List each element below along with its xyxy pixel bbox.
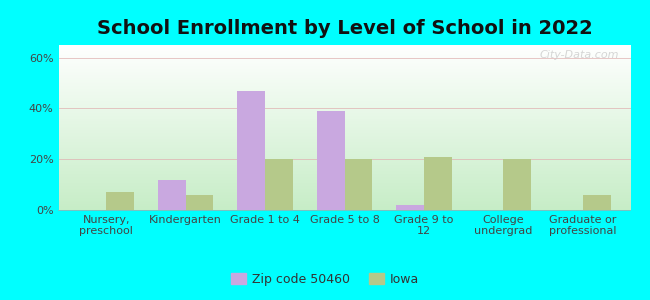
Bar [106,192,134,210]
Bar [317,111,345,210]
Bar [186,195,213,210]
Text: City-Data.com: City-Data.com [540,50,619,60]
Legend: Zip code 50460, Iowa: Zip code 50460, Iowa [226,268,424,291]
Bar [344,159,372,210]
Title: School Enrollment by Level of School in 2022: School Enrollment by Level of School in … [97,19,592,38]
Bar [424,157,452,210]
Bar [158,179,186,210]
Bar [583,195,610,210]
Bar [237,91,265,210]
Bar [503,159,531,210]
Bar [396,205,424,210]
Bar [265,159,293,210]
